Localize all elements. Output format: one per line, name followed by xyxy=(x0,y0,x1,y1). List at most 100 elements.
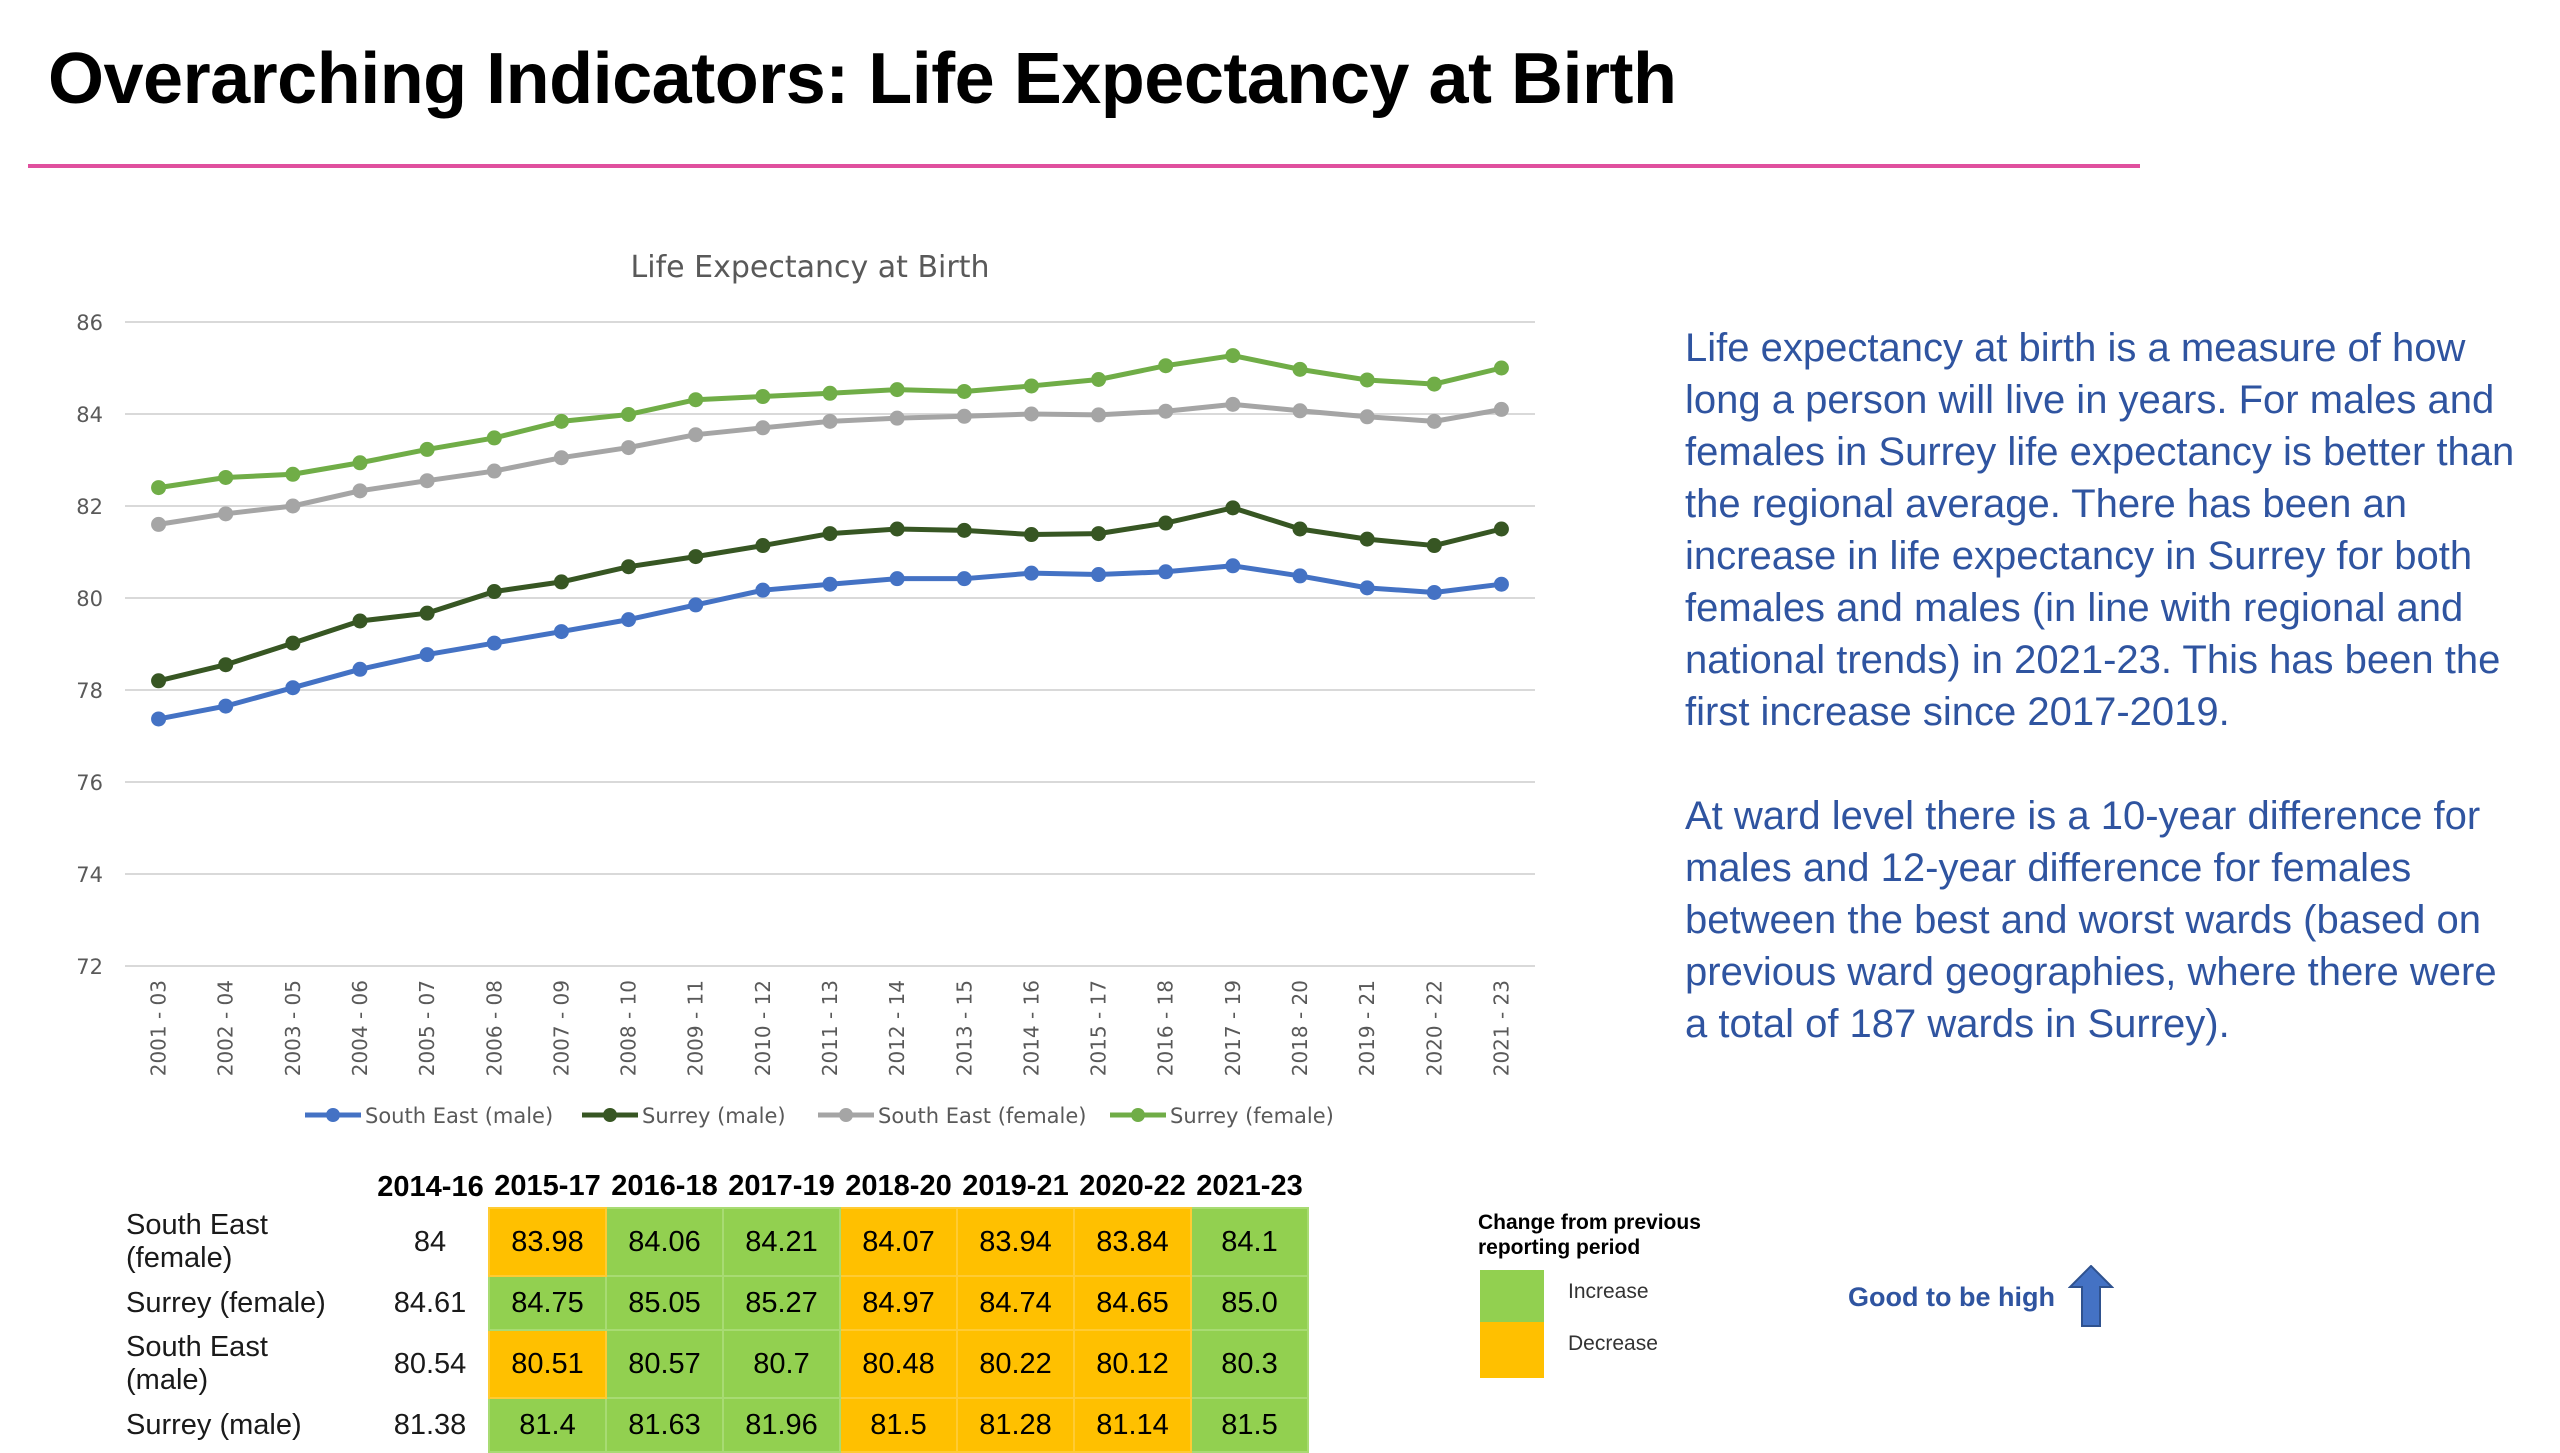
x-tick-label: 2018 - 20 xyxy=(1288,980,1312,1076)
legend-item-increase: Increase xyxy=(1478,1270,1698,1322)
y-tick-label: 76 xyxy=(76,771,103,795)
x-tick-label: 2002 - 04 xyxy=(214,980,238,1076)
data-point xyxy=(218,506,234,522)
table-cell: 81.63 xyxy=(605,1397,724,1453)
legend-item-decrease: Decrease xyxy=(1478,1322,1698,1378)
legend-label: South East (female) xyxy=(878,1104,1086,1128)
table-cell: 84.07 xyxy=(839,1207,958,1277)
data-point xyxy=(956,408,972,424)
increase-swatch xyxy=(1480,1270,1544,1322)
data-point xyxy=(1359,409,1375,425)
data-point xyxy=(621,406,637,422)
table-row: Surrey (female) 84.61 84.75 85.05 85.27 84.97… xyxy=(118,1275,1309,1331)
data-point xyxy=(621,612,637,628)
legend-item: South East (female) xyxy=(818,1104,1086,1128)
data-point xyxy=(1091,407,1107,423)
data-point xyxy=(1158,515,1174,531)
life-expectancy-table: 2014-16 2015-17 2016-18 2017-19 2018-20 … xyxy=(118,1170,1309,1453)
column-header: 2021-23 xyxy=(1196,1170,1303,1202)
table-cell: 80.51 xyxy=(488,1329,607,1399)
decrease-label: Decrease xyxy=(1568,1332,1658,1355)
data-point xyxy=(889,410,905,426)
legend-label: Surrey (female) xyxy=(1170,1104,1334,1128)
data-point xyxy=(1023,406,1039,422)
data-point xyxy=(1158,358,1174,374)
data-point xyxy=(822,526,838,542)
data-point xyxy=(1359,372,1375,388)
data-point xyxy=(352,661,368,677)
data-point xyxy=(419,441,435,457)
x-tick-label: 2017 - 19 xyxy=(1221,980,1245,1076)
data-point xyxy=(822,385,838,401)
data-point xyxy=(688,597,704,613)
data-point xyxy=(1359,580,1375,596)
data-point xyxy=(1158,564,1174,580)
data-point xyxy=(486,584,502,600)
legend-label: Surrey (male) xyxy=(642,1104,786,1128)
y-tick-label: 74 xyxy=(76,863,103,887)
decrease-swatch xyxy=(1480,1322,1544,1378)
data-point xyxy=(822,576,838,592)
table-cell: 84.75 xyxy=(488,1275,607,1331)
data-point xyxy=(1493,360,1509,376)
row-label-line-1: South East xyxy=(126,1209,268,1241)
description-paragraph-1: Life expectancy at birth is a measure of… xyxy=(1685,326,2515,734)
legend-label: South East (male) xyxy=(365,1104,553,1128)
table-cell: 80.54 xyxy=(393,1347,467,1380)
y-tick-label: 86 xyxy=(76,311,103,335)
change-legend-title-line-1: Change from previous xyxy=(1478,1211,1701,1234)
legend-item: South East (male) xyxy=(305,1104,553,1128)
data-point xyxy=(621,559,637,575)
column-header: 2016-18 xyxy=(611,1170,718,1202)
data-point xyxy=(553,413,569,429)
data-point xyxy=(553,450,569,466)
table-cell: 84.06 xyxy=(605,1207,724,1277)
table-cell: 85.0 xyxy=(1190,1275,1309,1331)
row-label: Surrey (male) xyxy=(118,1398,372,1452)
series-surrey-female xyxy=(151,348,1509,496)
legend-marker xyxy=(326,1108,340,1122)
data-point xyxy=(755,538,771,554)
row-label-line-2: (male) xyxy=(126,1364,209,1396)
data-point xyxy=(1225,500,1241,516)
data-point xyxy=(486,635,502,651)
page-title: Overarching Indicators: Life Expectancy … xyxy=(48,39,1677,119)
data-point xyxy=(1292,403,1308,419)
x-tick-label: 2003 - 05 xyxy=(281,980,305,1076)
x-tick-label: 2012 - 14 xyxy=(885,980,909,1076)
table-cell: 81.14 xyxy=(1073,1397,1192,1453)
data-point xyxy=(553,574,569,590)
up-arrow-icon xyxy=(2068,1265,2114,1327)
x-tick-label: 2011 - 13 xyxy=(818,980,842,1076)
table-cell: 83.84 xyxy=(1073,1207,1192,1277)
data-point xyxy=(285,466,301,482)
title-divider xyxy=(28,164,2140,168)
data-point xyxy=(218,469,234,485)
row-label-line-1: South East xyxy=(126,1331,268,1363)
data-point xyxy=(1023,527,1039,543)
table-cell: 84.74 xyxy=(956,1275,1075,1331)
data-point xyxy=(889,521,905,537)
column-header: 2018-20 xyxy=(845,1170,952,1202)
data-point xyxy=(486,430,502,446)
table-cell: 81.96 xyxy=(722,1397,841,1453)
data-point xyxy=(621,440,637,456)
data-point xyxy=(755,582,771,598)
x-tick-label: 2016 - 18 xyxy=(1154,980,1178,1076)
table-cell: 80.7 xyxy=(722,1329,841,1399)
table-cell: 81.38 xyxy=(393,1408,467,1441)
legend-marker xyxy=(839,1108,853,1122)
table-cell: 81.5 xyxy=(1190,1397,1309,1453)
x-tick-label: 2009 - 11 xyxy=(684,980,708,1076)
table-cell: 84.21 xyxy=(722,1207,841,1277)
y-tick-label: 82 xyxy=(76,495,103,519)
data-point xyxy=(1091,526,1107,542)
change-legend-title-line-2: reporting period xyxy=(1478,1236,1641,1259)
table-cell: 84 xyxy=(413,1225,447,1258)
table-cell: 83.98 xyxy=(488,1207,607,1277)
data-point xyxy=(352,613,368,629)
x-tick-label: 2005 - 07 xyxy=(415,980,439,1076)
data-point xyxy=(218,657,234,673)
description-paragraph-2: At ward level there is a 10-year differe… xyxy=(1685,794,2497,1046)
data-point xyxy=(1292,361,1308,377)
